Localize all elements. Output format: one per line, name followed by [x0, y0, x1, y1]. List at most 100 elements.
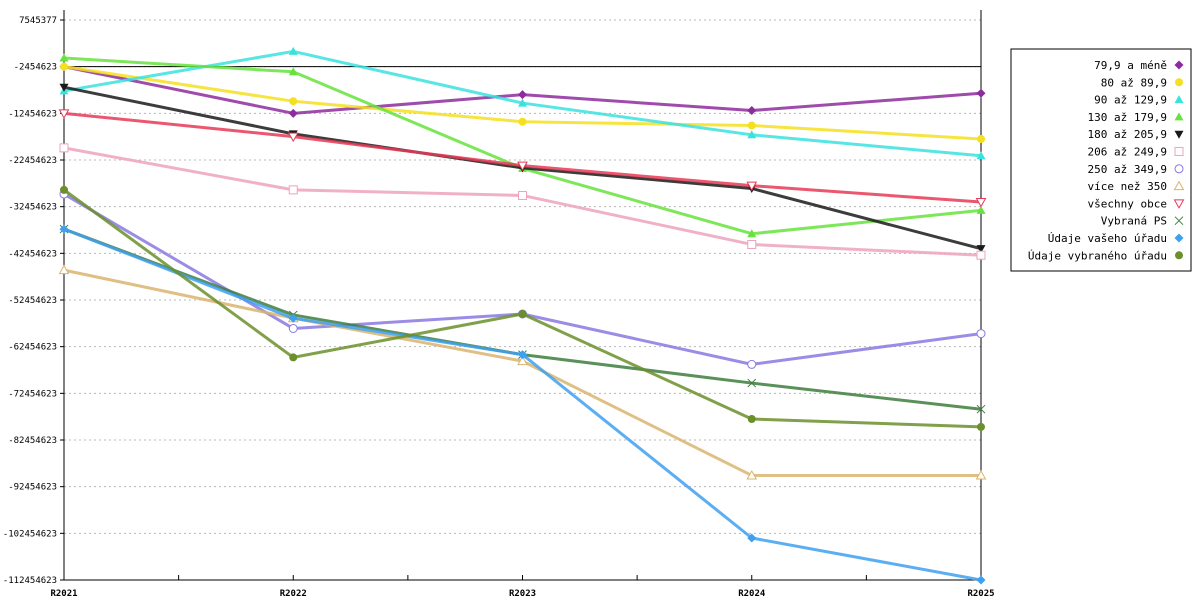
series-10: [59, 224, 986, 585]
y-tick-label: -42454623: [8, 249, 57, 259]
legend-label: 180 až 205,9: [1088, 128, 1167, 141]
data-point: [518, 190, 527, 200]
data-point: [59, 143, 69, 153]
legend-label: 206 až 249,9: [1088, 146, 1167, 159]
data-point: [517, 355, 528, 366]
data-point: [976, 88, 986, 98]
legend-item: Vybraná PS: [1101, 215, 1184, 228]
series-1: [60, 62, 985, 143]
data-point: [58, 109, 70, 119]
x-tick-label: R2021: [50, 589, 77, 599]
data-point: [977, 135, 985, 143]
y-tick-label: -102454623: [3, 529, 57, 539]
series-9: [59, 224, 986, 414]
data-point: [289, 97, 298, 106]
data-point: [976, 329, 986, 339]
data-point: [976, 245, 986, 254]
data-point: [747, 121, 756, 130]
y-tick-label: -112454623: [3, 576, 57, 586]
legend-label: Vybraná PS: [1101, 215, 1167, 228]
axis-layer: 7545377 -2454623 -12454623 -22454623 -324546…: [3, 10, 995, 599]
legend-item: více než 350: [1088, 180, 1185, 193]
data-point: [289, 353, 298, 362]
series-7: [58, 264, 987, 480]
data-point: [518, 98, 527, 107]
data-point: [288, 185, 298, 195]
legend-label: 80 až 89,9: [1101, 76, 1167, 89]
data-point-stroke: [1174, 216, 1184, 226]
x-tick-label: R2025: [967, 589, 994, 599]
series-line: [63, 227, 982, 411]
data-point: [1173, 180, 1185, 191]
x-tick-label: R2022: [280, 589, 307, 599]
data-point: [747, 359, 757, 369]
data-point: [288, 313, 298, 323]
data-point: [1175, 78, 1183, 87]
data-point: [1175, 251, 1183, 260]
series-0: [59, 62, 986, 118]
legend-label: 90 až 129,9: [1094, 94, 1167, 107]
legend-box: [1010, 48, 1192, 272]
series-11: [60, 185, 985, 431]
data-point: [1174, 216, 1184, 226]
data-point: [60, 185, 68, 194]
legend-label: více než 350: [1088, 180, 1167, 193]
data-point: [1174, 233, 1184, 243]
data-point: [518, 350, 527, 360]
data-point: [975, 198, 987, 208]
data-point: [976, 250, 986, 260]
data-point: [747, 130, 757, 139]
data-point: [747, 415, 756, 423]
legend-item: 206 až 249,9: [1088, 146, 1184, 159]
data-point: [747, 229, 757, 238]
data-point: [976, 151, 986, 160]
data-point-stroke: [747, 378, 757, 388]
y-tick-label: -2454623: [14, 63, 57, 73]
legend-label: 79,9 a méně: [1094, 59, 1167, 72]
series-5: [59, 143, 986, 260]
data-point: [746, 181, 758, 192]
data-point: [288, 323, 298, 333]
data-point: [288, 108, 298, 118]
legend: 79,9 a méně 80 až 89,9 90 až 129,9 130 až 1…: [1010, 48, 1192, 272]
legend-item: 250 až 349,9: [1088, 163, 1184, 176]
data-point: [1174, 60, 1184, 70]
series-line: [63, 111, 982, 204]
legend-label: 130 až 179,9: [1088, 111, 1167, 124]
data-point: [518, 310, 527, 318]
data-point: [518, 117, 527, 126]
data-point-stroke: [976, 404, 986, 414]
y-tick-label: -62454623: [8, 343, 57, 353]
y-tick-label: -22454623: [8, 156, 57, 166]
legend-label: Údaje vybraného úřadu: [1028, 249, 1167, 262]
y-tick-label: -12454623: [8, 109, 57, 119]
legend-item: 80 až 89,9: [1101, 76, 1183, 89]
series-layer: [58, 46, 987, 585]
data-point: [59, 83, 69, 92]
data-point: [747, 533, 757, 543]
data-point: [976, 575, 986, 585]
series-2: [59, 46, 986, 160]
data-point: [1174, 130, 1184, 139]
y-tick-label: -32454623: [8, 203, 57, 213]
series-line: [63, 227, 982, 582]
series-3: [59, 53, 986, 238]
series-line: [63, 268, 981, 477]
data-point: [287, 132, 299, 143]
data-point: [59, 53, 69, 62]
data-point: [746, 469, 758, 480]
data-point: [976, 205, 986, 214]
legend-item: 130 až 179,9: [1088, 111, 1184, 124]
y-tick-label: -92454623: [8, 483, 57, 493]
legend-label: 250 až 349,9: [1088, 163, 1167, 176]
data-point: [1174, 164, 1184, 174]
y-tick-label: 7545377: [19, 16, 57, 26]
series-8: [58, 109, 987, 208]
data-point: [747, 239, 757, 249]
data-point: [747, 378, 757, 388]
legend-item: Údaje vašeho úřadu: [1048, 232, 1184, 245]
y-tick-label: -82454623: [8, 436, 57, 446]
data-point: [747, 106, 757, 116]
